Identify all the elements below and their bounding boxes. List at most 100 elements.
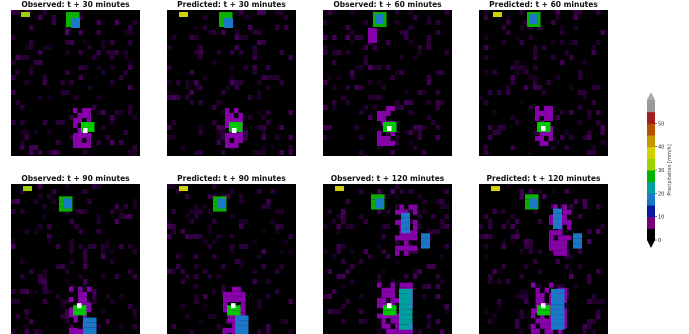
- noise-cell: [444, 224, 449, 229]
- noise-cell: [323, 249, 328, 254]
- noise-cell: [422, 209, 427, 214]
- noise-cell: [395, 184, 400, 189]
- precip-cell: [558, 250, 563, 256]
- noise-cell: [596, 299, 601, 304]
- precip-cell: [553, 218, 558, 224]
- precip-cell: [335, 186, 340, 192]
- precip-cell: [531, 313, 536, 319]
- noise-cell: [332, 219, 337, 224]
- precip-cell: [549, 214, 554, 220]
- noise-cell: [582, 329, 587, 334]
- noise-cell: [444, 304, 449, 309]
- precip-cell: [225, 108, 230, 113]
- noise-cell: [248, 25, 253, 30]
- noise-cell: [506, 279, 511, 284]
- noise-cell: [515, 70, 520, 75]
- precip-cell: [377, 116, 382, 121]
- noise-cell: [404, 90, 409, 95]
- noise-cell: [38, 194, 43, 199]
- noise-cell: [492, 209, 497, 214]
- noise-cell: [132, 274, 137, 279]
- noise-cell: [332, 309, 337, 314]
- noise-cell: [533, 85, 538, 90]
- noise-cell: [234, 45, 239, 50]
- precip-cell: [408, 324, 413, 330]
- noise-cell: [110, 299, 115, 304]
- noise-cell: [185, 85, 190, 90]
- noise-cell: [587, 299, 592, 304]
- noise-cell: [11, 329, 16, 334]
- precip-cell: [560, 288, 565, 294]
- noise-cell: [426, 264, 431, 269]
- precip-cell: [227, 291, 232, 297]
- noise-cell: [123, 204, 128, 209]
- noise-cell: [167, 184, 172, 189]
- noise-cell: [128, 40, 133, 45]
- noise-cell: [560, 25, 565, 30]
- noise-cell: [426, 40, 431, 45]
- noise-cell: [288, 55, 293, 60]
- noise-cell: [212, 219, 217, 224]
- precip-cell: [395, 298, 400, 304]
- noise-cell: [180, 304, 185, 309]
- precip-cell: [381, 111, 386, 116]
- precip-cell: [232, 128, 237, 133]
- noise-cell: [78, 189, 83, 194]
- noise-cell: [132, 324, 137, 329]
- precip-cell: [382, 17, 387, 22]
- noise-cell: [413, 15, 418, 20]
- precip-cell: [529, 194, 534, 200]
- noise-cell: [359, 110, 364, 115]
- noise-cell: [234, 259, 239, 264]
- precip-cell: [390, 287, 395, 293]
- precip-cell: [217, 198, 222, 204]
- noise-cell: [252, 55, 257, 60]
- precip-cell: [386, 111, 391, 116]
- precip-cell: [87, 317, 92, 323]
- noise-cell: [515, 65, 520, 70]
- noise-cell: [185, 80, 190, 85]
- precip-cell: [399, 304, 404, 310]
- noise-cell: [386, 40, 391, 45]
- noise-cell: [171, 184, 176, 189]
- noise-cell: [542, 90, 547, 95]
- noise-cell: [114, 219, 119, 224]
- noise-cell: [180, 229, 185, 234]
- colorbar-segment: [647, 158, 655, 171]
- precip-cell: [183, 186, 188, 192]
- noise-cell: [417, 135, 422, 140]
- panel-title: Predicted: t + 90 minutes: [177, 174, 286, 183]
- precip-cell: [235, 325, 240, 331]
- noise-cell: [128, 105, 133, 110]
- noise-cell: [528, 75, 533, 80]
- precip-cell: [69, 307, 74, 313]
- precip-cell: [529, 14, 534, 19]
- precip-cell: [77, 143, 82, 148]
- noise-cell: [533, 259, 538, 264]
- noise-cell: [189, 100, 194, 105]
- noise-cell: [29, 65, 34, 70]
- noise-cell: [78, 15, 83, 20]
- precip-cell: [77, 128, 82, 133]
- precip-cell: [244, 329, 249, 334]
- noise-cell: [377, 329, 382, 334]
- noise-cell: [435, 20, 440, 25]
- noise-cell: [395, 105, 400, 110]
- noise-cell: [24, 130, 29, 135]
- noise-cell: [198, 45, 203, 50]
- noise-cell: [167, 125, 172, 130]
- noise-cell: [96, 324, 101, 329]
- noise-cell: [243, 65, 248, 70]
- noise-cell: [266, 75, 271, 80]
- noise-cell: [92, 294, 97, 299]
- precip-cell: [541, 122, 546, 127]
- noise-cell: [372, 45, 377, 50]
- noise-cell: [440, 329, 445, 334]
- precip-cell: [408, 204, 413, 210]
- noise-cell: [234, 80, 239, 85]
- noise-cell: [426, 314, 431, 319]
- precip-cell: [558, 240, 563, 246]
- precip-cell: [562, 245, 567, 251]
- precip-cell: [69, 286, 74, 292]
- noise-cell: [243, 244, 248, 249]
